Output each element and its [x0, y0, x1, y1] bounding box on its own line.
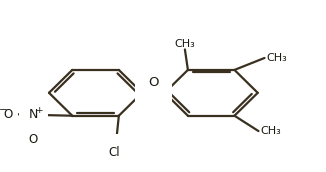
Text: CH₃: CH₃	[174, 39, 195, 49]
Text: CH₃: CH₃	[266, 53, 287, 63]
Text: +: +	[35, 106, 42, 115]
Text: O: O	[3, 108, 12, 121]
Text: CH₃: CH₃	[260, 126, 281, 136]
Text: −: −	[0, 105, 7, 115]
Text: O: O	[148, 76, 159, 89]
Text: Cl: Cl	[109, 146, 120, 159]
Text: N: N	[29, 108, 38, 121]
Text: O: O	[29, 133, 38, 146]
